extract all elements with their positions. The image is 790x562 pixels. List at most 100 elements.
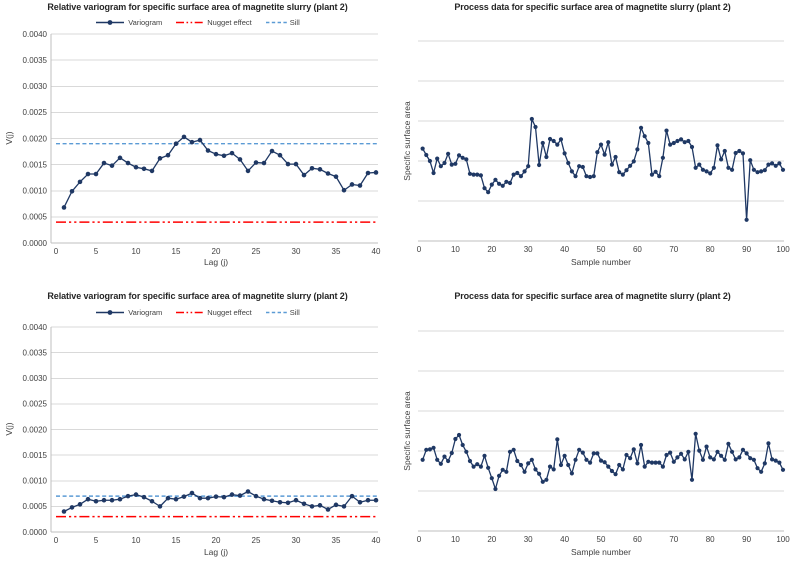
series-line: [63, 490, 377, 513]
y-tick-label: 0.0040: [23, 30, 48, 39]
data-points: [61, 489, 379, 514]
x-tick-label: 80: [706, 245, 715, 254]
legend-variogram-label: Variogram: [128, 17, 163, 27]
y-tick-label: 0.0000: [23, 528, 48, 537]
data-point: [349, 182, 355, 187]
data-point: [697, 448, 702, 453]
data-point: [500, 467, 505, 472]
legend-variogram-label: Variogram: [128, 307, 163, 317]
data-point: [427, 447, 433, 452]
data-point: [133, 492, 139, 497]
data-point: [719, 453, 724, 458]
x-tick-label: 70: [669, 535, 678, 544]
data-point: [558, 137, 564, 142]
data-point: [237, 493, 243, 498]
data-point: [435, 457, 440, 462]
series-line: [63, 136, 377, 209]
data-point: [678, 137, 684, 142]
data-point: [748, 158, 753, 163]
data-point: [149, 498, 155, 504]
data-point: [657, 460, 662, 465]
y-tick-label: 0.0020: [23, 425, 48, 434]
data-point: [317, 167, 323, 172]
data-point: [551, 138, 556, 144]
x-tick-label: 90: [742, 245, 751, 254]
x-tick-label: 60: [633, 245, 642, 254]
data-point: [69, 505, 75, 510]
x-tick-label: 0: [417, 245, 422, 254]
data-point: [464, 449, 469, 454]
data-point: [737, 148, 742, 154]
data-point: [253, 493, 259, 499]
data-point: [744, 451, 749, 456]
data-point: [341, 504, 347, 509]
data-point: [660, 155, 665, 160]
data-point: [467, 171, 473, 176]
data-point: [602, 152, 607, 157]
data-point: [482, 186, 487, 191]
data-point: [562, 151, 567, 156]
data-point: [617, 170, 622, 175]
x-tick-label: 30: [292, 247, 301, 256]
chart-legend: Variogram Nugget effect Sill: [0, 17, 395, 27]
y-tick-label: 0.0025: [23, 400, 48, 409]
data-point: [697, 162, 702, 167]
x-tick-label: 40: [372, 247, 381, 256]
data-point: [642, 464, 647, 469]
data-point: [438, 164, 443, 169]
data-points: [61, 134, 379, 210]
data-point: [325, 171, 331, 176]
data-point: [93, 498, 99, 504]
data-point: [624, 168, 629, 173]
data-point: [664, 452, 669, 458]
data-point: [253, 160, 259, 165]
legend-nugget-label: Nugget effect: [207, 17, 252, 27]
legend-item-nugget-effect: Nugget effect: [176, 307, 252, 317]
data-point: [221, 153, 227, 159]
x-tick-label: 70: [669, 245, 678, 254]
data-point: [529, 116, 534, 122]
data-point: [547, 136, 553, 142]
data-point: [229, 150, 235, 156]
chart-panel-process-bottom: Process data for specific surface area o…: [395, 281, 790, 562]
data-point: [628, 456, 633, 461]
data-point: [609, 162, 615, 167]
data-point: [500, 183, 505, 188]
data-point: [551, 467, 556, 472]
data-point: [759, 469, 764, 474]
data-point: [602, 460, 607, 465]
data-point: [293, 497, 299, 503]
data-point: [309, 165, 315, 171]
data-point: [584, 457, 589, 462]
data-point: [584, 174, 589, 179]
x-tick-label: 30: [524, 245, 533, 254]
data-point: [540, 140, 545, 146]
data-point: [653, 460, 658, 465]
legend-item-nugget-effect: Nugget effect: [176, 17, 252, 27]
data-point: [740, 151, 746, 156]
data-point: [467, 458, 473, 464]
x-tick-labels: 0 10 20 30 40 50 60 70 80 90 100: [417, 245, 790, 254]
x-axis-title: Lag (j): [203, 257, 229, 267]
data-point: [442, 160, 447, 166]
y-tick-label: 0.0035: [23, 348, 48, 357]
data-point: [109, 497, 115, 503]
data-point: [751, 457, 756, 462]
data-point: [373, 170, 379, 175]
legend-nugget-label: Nugget effect: [207, 307, 252, 317]
data-point: [438, 461, 443, 466]
data-point: [478, 173, 483, 178]
data-point: [341, 187, 347, 193]
data-point: [704, 444, 709, 449]
data-point: [733, 150, 738, 156]
data-point: [591, 174, 596, 179]
x-tick-label: 10: [132, 247, 141, 256]
data-point: [537, 162, 542, 168]
x-tick-labels: 0 10 20 30 40 50 60 70 80 90 100: [417, 535, 790, 544]
data-point: [726, 165, 731, 170]
data-point: [682, 457, 687, 462]
data-point: [85, 496, 91, 502]
data-point: [569, 169, 574, 174]
y-tick-label: 0.0025: [23, 108, 48, 117]
